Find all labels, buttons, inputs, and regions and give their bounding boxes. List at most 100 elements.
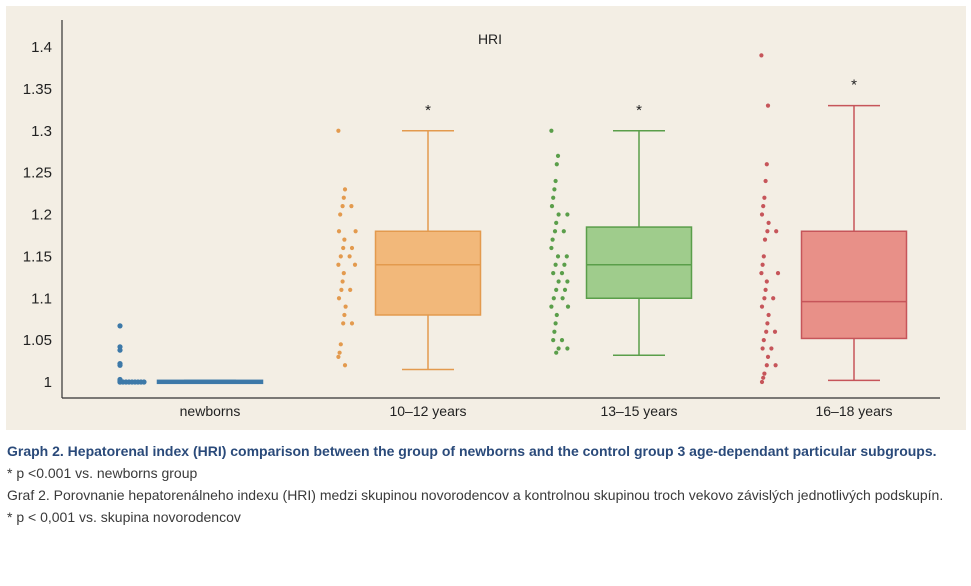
- data-point: [340, 204, 345, 209]
- data-point: [549, 204, 555, 209]
- data-point: [561, 229, 566, 234]
- data-point: [556, 212, 561, 217]
- chart-title: HRI: [478, 31, 502, 47]
- y-tick-label: 1: [44, 374, 52, 391]
- data-point: [555, 153, 561, 158]
- x-tick-label: 13–15 years: [600, 403, 677, 419]
- data-point: [550, 237, 555, 242]
- data-point: [343, 304, 348, 309]
- y-tick-label: 1.1: [31, 290, 52, 307]
- data-point: [559, 338, 565, 343]
- data-point: [759, 379, 765, 385]
- data-point: [556, 279, 561, 284]
- y-tick-label: 1.3: [31, 123, 52, 140]
- data-point: [552, 229, 558, 234]
- data-point: [336, 229, 342, 234]
- data-point: [759, 271, 764, 276]
- data-point: [565, 279, 570, 284]
- data-point: [342, 237, 347, 242]
- data-point: [549, 128, 554, 133]
- data-point: [763, 178, 768, 184]
- data-point: [562, 287, 568, 292]
- data-point: [773, 363, 778, 368]
- figure-caption: Graph 2. Hepatorenal index (HRI) compari…: [7, 440, 965, 528]
- y-tick-label: 1.05: [23, 332, 52, 349]
- data-point: [554, 162, 559, 167]
- data-point: [551, 338, 556, 343]
- data-point: [762, 237, 768, 242]
- box: [800, 230, 908, 340]
- data-point: [763, 287, 768, 292]
- data-point: [771, 296, 776, 301]
- data-point: [342, 187, 348, 192]
- significance-marker: *: [425, 102, 431, 119]
- caption-title-en: Graph 2. Hepatorenal index (HRI) compari…: [7, 443, 937, 459]
- data-point: [341, 195, 346, 200]
- caption-note-sk: * p < 0,001 vs. skupina novorodencov: [7, 509, 241, 525]
- data-point: [774, 229, 779, 234]
- data-point: [759, 212, 765, 217]
- data-point: [565, 212, 570, 217]
- data-point: [554, 350, 559, 355]
- data-point: [141, 379, 147, 385]
- x-tick-label: 16–18 years: [815, 403, 892, 419]
- data-point: [766, 312, 771, 318]
- data-point: [762, 195, 767, 200]
- data-point: [762, 296, 767, 301]
- data-point: [342, 312, 347, 318]
- data-point: [555, 254, 561, 259]
- y-tick-label: 1.4: [31, 39, 52, 56]
- data-point: [765, 321, 770, 326]
- caption-note-en: * p <0.001 vs. newborns group: [7, 465, 198, 481]
- data-point: [117, 360, 123, 367]
- data-point: [336, 296, 342, 301]
- data-point: [352, 262, 358, 267]
- data-point: [765, 354, 771, 359]
- data-point: [341, 245, 346, 251]
- data-point: [775, 271, 781, 276]
- data-point: [349, 321, 355, 326]
- data-point: [338, 342, 343, 347]
- box: [374, 230, 482, 316]
- data-point: [772, 329, 778, 334]
- data-point: [553, 321, 558, 326]
- data-point: [764, 279, 769, 284]
- data-point: [553, 178, 558, 184]
- data-point: [336, 262, 341, 267]
- data-point: [338, 254, 343, 259]
- data-point: [340, 279, 345, 284]
- data-point: [341, 321, 346, 326]
- data-point: [336, 354, 341, 359]
- significance-marker: *: [636, 102, 642, 119]
- data-point: [554, 220, 559, 225]
- data-point: [764, 162, 769, 167]
- data-point: [769, 346, 774, 351]
- y-tick-label: 1.15: [23, 248, 52, 265]
- data-point: [560, 296, 565, 301]
- data-point: [552, 187, 557, 192]
- data-point: [759, 304, 765, 309]
- data-point: [764, 363, 769, 368]
- data-point: [117, 323, 123, 329]
- data-point: [347, 254, 352, 259]
- y-tick-label: 1.25: [23, 165, 52, 182]
- x-tick-label: 10–12 years: [389, 403, 466, 419]
- data-point: [339, 287, 344, 292]
- data-point: [760, 262, 765, 267]
- data-point: [766, 220, 771, 225]
- y-tick-label: 1.2: [31, 207, 52, 224]
- data-point: [342, 363, 348, 368]
- data-point: [353, 229, 358, 234]
- data-point: [759, 53, 764, 58]
- data-point: [559, 271, 565, 276]
- data-point: [554, 312, 559, 318]
- x-tick-label: newborns: [180, 403, 241, 419]
- data-point: [565, 346, 570, 351]
- significance-marker: *: [851, 77, 857, 94]
- data-point: [564, 254, 569, 259]
- data-point: [764, 329, 769, 334]
- data-point: [349, 204, 354, 209]
- data-point: [761, 338, 766, 343]
- data-point: [551, 195, 556, 200]
- data-point: [549, 245, 554, 251]
